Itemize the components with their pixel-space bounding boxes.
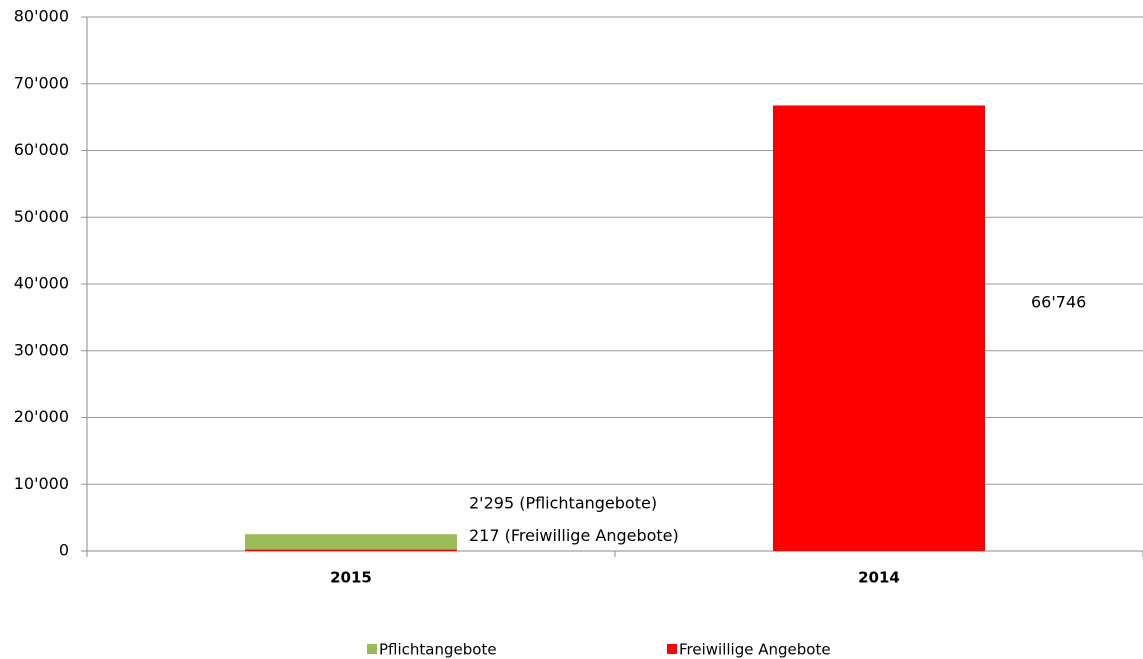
data-label: 66'746 [1031,293,1086,312]
legend-swatch [367,644,377,654]
x-tick-label: 2014 [858,569,900,587]
data-label: 2'295 (Pflichtangebote) [469,494,657,513]
data-label: 217 (Freiwillige Angebote) [469,526,679,545]
y-tick-label: 50'000 [14,207,69,226]
y-tick-label: 30'000 [14,340,69,359]
y-tick-label: 80'000 [14,7,69,26]
y-tick-label: 40'000 [14,274,69,293]
y-tick-label: 10'000 [14,474,69,493]
y-tick-label: 60'000 [14,140,69,159]
x-tick-label: 2015 [330,569,372,587]
y-tick-label: 70'000 [14,73,69,92]
y-tick-label: 0 [59,541,69,560]
legend-swatch [667,644,677,654]
y-tick-label: 20'000 [14,407,69,426]
legend-label: Pflichtangebote [379,641,497,659]
bar-segment [245,549,457,551]
legend-label: Freiwillige Angebote [679,641,831,659]
bar-segment [773,105,985,551]
bar-segment [245,534,457,550]
